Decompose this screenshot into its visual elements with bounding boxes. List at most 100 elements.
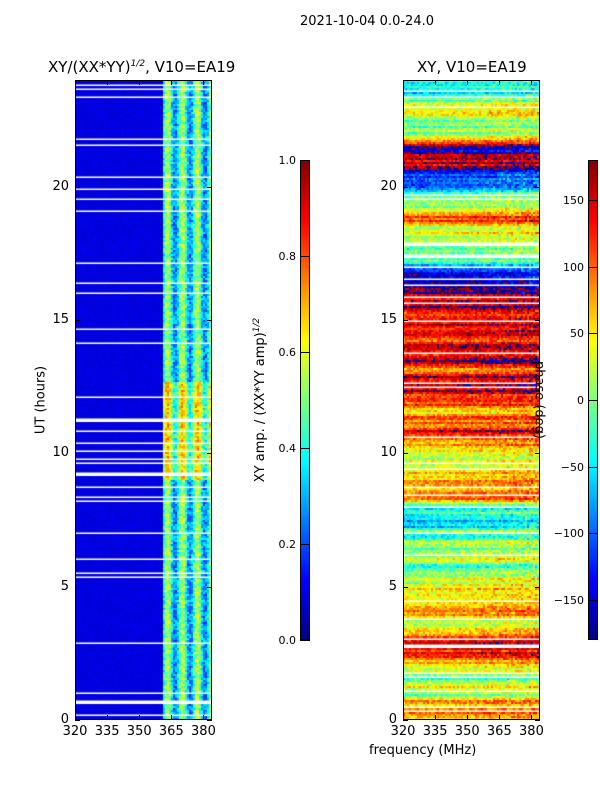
x-tick-mark bbox=[467, 715, 469, 720]
y-tick-mark bbox=[535, 320, 540, 321]
y-tick-label: 20 bbox=[380, 178, 397, 194]
y-tick-label: 5 bbox=[388, 578, 397, 594]
x-tick-mark bbox=[499, 715, 501, 720]
y-tick-label: 5 bbox=[60, 578, 69, 594]
y-tick-mark bbox=[75, 453, 80, 455]
y-tick-mark bbox=[75, 186, 80, 188]
x-tick-label: 350 bbox=[126, 724, 152, 739]
y-tick-mark bbox=[403, 453, 408, 455]
x-tick-mark bbox=[139, 80, 141, 85]
colorbar-tick-label: −100 bbox=[553, 527, 584, 541]
colorbar-tick-label: −150 bbox=[553, 594, 584, 607]
colorbar-tick-mark bbox=[300, 256, 310, 257]
y-tick-mark bbox=[403, 186, 408, 188]
colorbar-tick-mark bbox=[588, 600, 598, 601]
left-title-sup: 1/2 bbox=[130, 59, 146, 69]
colorbar-tick-label: 100 bbox=[563, 260, 584, 274]
x-tick-mark bbox=[203, 80, 205, 85]
colorbar-tick-mark bbox=[588, 333, 598, 335]
x-tick-label: 320 bbox=[390, 724, 416, 739]
colorbar-tick-label: 0.6 bbox=[278, 346, 297, 359]
x-tick-mark bbox=[531, 715, 533, 720]
x-tick-mark bbox=[107, 80, 109, 85]
colorbar-tick-label: 50 bbox=[570, 327, 584, 341]
colorbar-tick-mark bbox=[588, 266, 598, 268]
y-tick-mark bbox=[207, 186, 212, 188]
y-tick-mark bbox=[207, 586, 212, 588]
suptitle: 2021-10-04 0.0-24.0 bbox=[300, 14, 434, 29]
x-tick-mark bbox=[499, 80, 501, 85]
y-tick-mark bbox=[535, 186, 540, 188]
y-tick-mark bbox=[403, 320, 408, 321]
x-tick-mark bbox=[435, 80, 437, 85]
colorbar-tick-mark bbox=[588, 533, 598, 535]
y-tick-label: 0 bbox=[388, 712, 397, 727]
colorbar-tick-label: 0.2 bbox=[278, 538, 297, 551]
x-tick-mark bbox=[171, 80, 173, 85]
y-tick-mark bbox=[207, 453, 212, 455]
amplitude-colorbar bbox=[300, 160, 309, 640]
x-tick-mark bbox=[435, 715, 437, 720]
y-tick-label: 15 bbox=[52, 312, 69, 327]
x-tick-label: 365 bbox=[158, 724, 184, 739]
x-tick-mark bbox=[75, 715, 76, 720]
colorbar-tick-mark bbox=[300, 544, 310, 545]
right-title: XY, V10=EA19 bbox=[417, 58, 527, 76]
colorbar-tick-label: −50 bbox=[560, 460, 584, 474]
x-tick-mark bbox=[107, 715, 109, 720]
amplitude-heatmap bbox=[75, 80, 212, 720]
cb0-label-sup: 1/2 bbox=[251, 317, 262, 333]
x-tick-mark bbox=[171, 715, 173, 720]
y-tick-mark bbox=[403, 586, 408, 588]
x-tick-label: 365 bbox=[486, 724, 512, 739]
x-tick-mark bbox=[75, 80, 76, 85]
y-tick-mark bbox=[535, 586, 540, 588]
colorbar-tick-mark bbox=[588, 200, 598, 201]
amplitude-colorbar-frame bbox=[300, 160, 310, 640]
colorbar-tick-label: 0 bbox=[577, 394, 584, 407]
colorbar-tick-mark bbox=[300, 640, 310, 641]
x-tick-mark bbox=[403, 715, 404, 720]
colorbar-tick-label: 1.0 bbox=[278, 154, 297, 167]
x-tick-mark bbox=[403, 80, 404, 85]
left-ylabel: UT (hours) bbox=[33, 365, 49, 435]
phase-colorbar-label: phase (deg) bbox=[531, 360, 547, 440]
y-tick-mark bbox=[207, 320, 212, 321]
x-tick-label: 350 bbox=[454, 724, 480, 739]
left-axes-frame bbox=[75, 80, 212, 720]
x-tick-label: 380 bbox=[519, 724, 544, 739]
y-tick-label: 15 bbox=[380, 312, 397, 327]
colorbar-tick-label: 0.8 bbox=[278, 250, 297, 263]
colorbar-tick-mark bbox=[588, 400, 598, 401]
x-tick-label: 335 bbox=[94, 724, 120, 739]
y-tick-mark bbox=[75, 586, 80, 588]
cb0-label-main: XY amp. / (XX*YY amp) bbox=[253, 332, 269, 483]
y-tick-mark bbox=[535, 720, 540, 721]
x-tick-mark bbox=[203, 715, 205, 720]
y-tick-mark bbox=[207, 720, 212, 721]
left-title-main: XY/(XX*YY) bbox=[48, 58, 131, 76]
colorbar-tick-label: 150 bbox=[563, 194, 584, 207]
y-tick-mark bbox=[403, 720, 408, 721]
y-tick-mark bbox=[535, 453, 540, 455]
colorbar-tick-mark bbox=[300, 448, 310, 449]
y-tick-label: 0 bbox=[60, 712, 69, 727]
left-title-tail: , V10=EA19 bbox=[145, 58, 236, 76]
phase-heatmap bbox=[403, 80, 540, 720]
colorbar-tick-mark bbox=[300, 352, 310, 353]
left-title: XY/(XX*YY)1/2, V10=EA19 bbox=[48, 58, 235, 76]
x-tick-mark bbox=[467, 80, 469, 85]
x-tick-label: 335 bbox=[422, 724, 448, 739]
y-tick-label: 10 bbox=[380, 445, 397, 461]
x-tick-label: 320 bbox=[62, 724, 88, 739]
colorbar-tick-mark bbox=[588, 466, 598, 468]
x-tick-label: 380 bbox=[191, 724, 216, 739]
x-tick-mark bbox=[139, 715, 141, 720]
colorbar-tick-label: 0.4 bbox=[278, 442, 297, 455]
y-tick-mark bbox=[75, 720, 80, 721]
y-tick-label: 20 bbox=[52, 178, 69, 194]
right-axes-frame bbox=[403, 80, 540, 720]
colorbar-tick-label: 0.0 bbox=[278, 634, 297, 647]
y-tick-mark bbox=[75, 320, 80, 321]
